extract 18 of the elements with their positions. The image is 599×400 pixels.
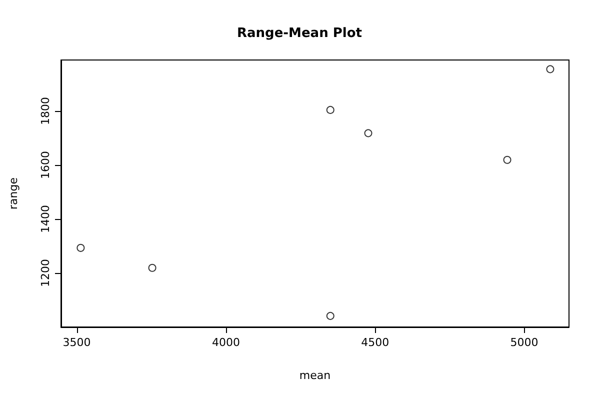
point <box>364 129 372 138</box>
point <box>76 244 85 252</box>
point <box>503 156 512 164</box>
x-axis-title: mean <box>299 369 331 382</box>
point <box>326 106 334 114</box>
x-tick-label: 3500 <box>62 336 91 349</box>
x-tick-label: 5000 <box>510 336 538 349</box>
point <box>546 65 554 74</box>
x-tick-label: 4000 <box>212 336 240 349</box>
y-tick-label: 1200 <box>39 259 52 288</box>
y-tick-label: 1400 <box>39 205 52 234</box>
point <box>148 264 156 272</box>
x-tick-label: 4500 <box>361 336 390 349</box>
point <box>326 312 334 320</box>
y-tick-label: 1800 <box>39 97 52 126</box>
chart-title: Range-Mean Plot <box>237 26 362 41</box>
y-axis-title: range <box>7 177 20 210</box>
y-tick-label: 1600 <box>39 151 52 180</box>
